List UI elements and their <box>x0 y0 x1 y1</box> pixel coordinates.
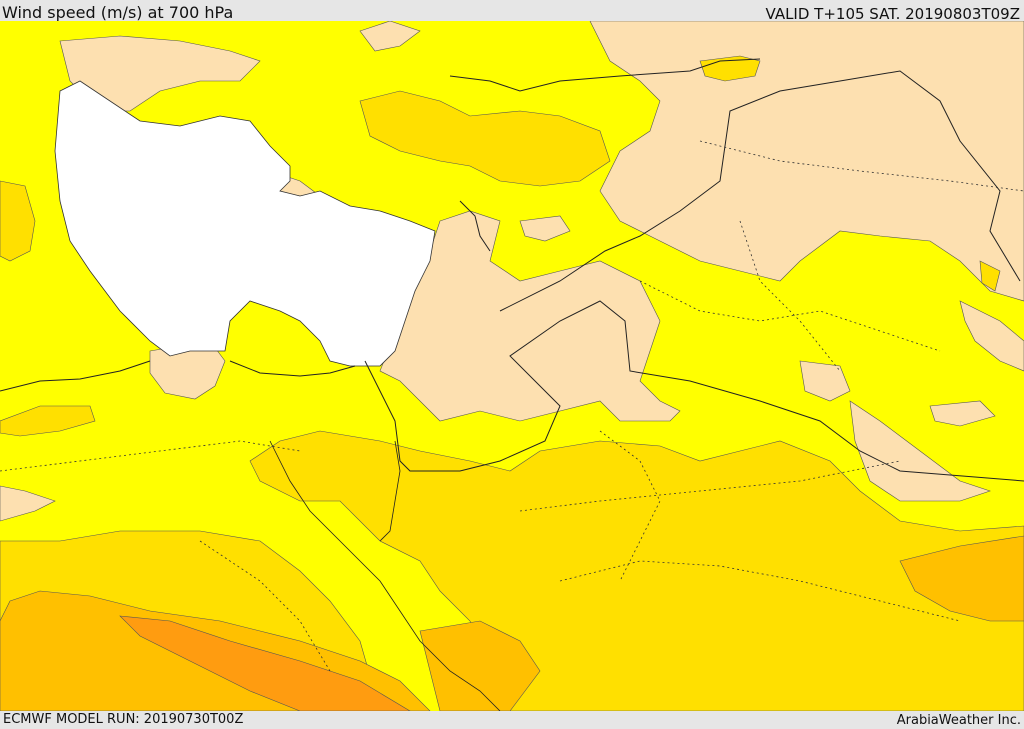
header: Wind speed (m/s) at 700 hPa VALID T+105 … <box>0 0 1024 23</box>
credit-label: ArabiaWeather Inc. <box>896 713 1021 728</box>
calm-wind-regions <box>0 21 1024 711</box>
coastlines <box>269 440 501 711</box>
footer: ECMWF MODEL RUN: 20190730T00Z ArabiaWeat… <box>0 711 1024 729</box>
province-boundaries <box>0 140 1024 672</box>
map-title: Wind speed (m/s) at 700 hPa <box>2 3 234 22</box>
mediterranean-sea <box>54 80 436 367</box>
map-canvas <box>0 21 1024 711</box>
country-borders <box>0 58 1024 482</box>
strong-wind-regions <box>119 615 411 711</box>
valid-time-label: VALID T+105 SAT. 20190803T09Z <box>765 5 1020 23</box>
model-run-label: ECMWF MODEL RUN: 20190730T00Z <box>3 712 244 727</box>
wind-speed-map <box>0 21 1024 711</box>
